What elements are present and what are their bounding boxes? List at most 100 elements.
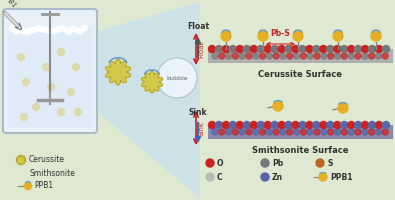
Text: Float: Float [187,22,209,31]
Circle shape [273,53,279,59]
Circle shape [321,129,327,135]
Circle shape [23,78,30,86]
Circle shape [43,27,49,33]
Circle shape [292,121,299,129]
Circle shape [212,53,218,59]
Circle shape [215,46,222,52]
Circle shape [239,53,245,59]
Circle shape [376,46,383,52]
Circle shape [319,173,327,181]
Circle shape [280,53,286,59]
Circle shape [371,31,381,41]
Polygon shape [141,71,162,93]
Circle shape [299,121,306,129]
Circle shape [9,26,15,31]
Circle shape [221,31,231,41]
Circle shape [70,26,75,32]
Circle shape [348,46,355,52]
Circle shape [273,101,283,111]
Circle shape [348,121,355,129]
Circle shape [229,46,236,52]
Circle shape [74,27,79,33]
Circle shape [334,46,341,52]
Circle shape [239,129,245,135]
Circle shape [294,53,300,59]
Text: S: S [327,158,332,168]
Circle shape [292,46,299,52]
FancyBboxPatch shape [7,28,93,128]
Circle shape [232,53,239,59]
Circle shape [307,53,313,59]
Text: Pb: Pb [272,158,283,168]
Circle shape [369,121,376,129]
Circle shape [55,27,60,32]
Circle shape [257,121,264,129]
Circle shape [271,46,278,52]
Text: Smithsonite Surface: Smithsonite Surface [252,146,349,155]
Circle shape [307,129,313,135]
Circle shape [362,46,369,52]
Circle shape [355,53,361,59]
Circle shape [320,46,327,52]
Text: O: O [217,158,224,168]
Circle shape [257,46,264,52]
Bar [208,49,393,63]
Circle shape [261,173,269,181]
Circle shape [32,104,40,110]
Circle shape [375,129,382,135]
Circle shape [17,27,23,33]
Circle shape [236,121,243,129]
Circle shape [62,26,68,32]
Circle shape [40,26,45,32]
Circle shape [229,121,236,129]
Circle shape [226,129,231,135]
Circle shape [68,88,75,96]
Circle shape [382,53,388,59]
Circle shape [301,129,307,135]
Circle shape [206,173,214,181]
Circle shape [51,28,56,34]
Circle shape [321,53,327,59]
Circle shape [293,31,303,41]
Circle shape [209,121,216,129]
Circle shape [341,46,348,52]
Circle shape [219,53,225,59]
Text: Smithsonite: Smithsonite [29,168,75,178]
Circle shape [382,46,389,52]
Circle shape [341,53,347,59]
Circle shape [369,46,376,52]
Circle shape [341,121,348,129]
Circle shape [313,121,320,129]
Polygon shape [16,155,26,165]
Circle shape [58,48,64,55]
Circle shape [301,53,307,59]
Circle shape [246,53,252,59]
Text: Sink: Sink [189,108,207,117]
Bar [208,125,393,139]
Circle shape [264,121,271,129]
Circle shape [47,28,53,34]
Circle shape [32,27,38,33]
Circle shape [362,121,369,129]
Circle shape [43,64,49,71]
Circle shape [314,53,320,59]
Circle shape [222,121,229,129]
Circle shape [21,114,28,120]
Polygon shape [95,2,200,198]
Circle shape [243,46,250,52]
Circle shape [306,46,313,52]
Circle shape [157,58,197,98]
Circle shape [335,53,340,59]
Circle shape [314,129,320,135]
Circle shape [226,53,231,59]
Circle shape [258,31,268,41]
Circle shape [66,29,72,34]
Circle shape [278,121,285,129]
Circle shape [285,121,292,129]
Circle shape [320,121,327,129]
Text: Cerussite Surface: Cerussite Surface [258,70,342,79]
Circle shape [250,121,257,129]
Circle shape [348,53,354,59]
Circle shape [376,121,383,129]
Circle shape [267,53,273,59]
